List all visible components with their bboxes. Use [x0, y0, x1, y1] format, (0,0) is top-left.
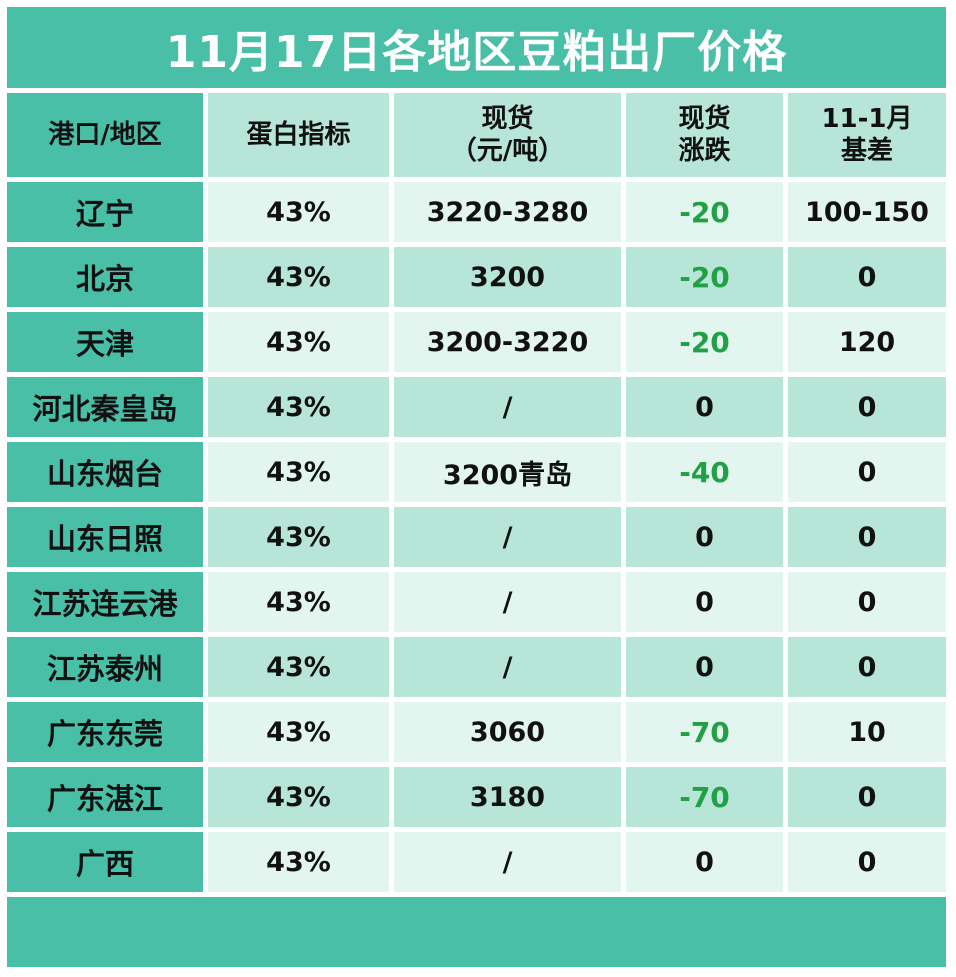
region-cell: 山东日照 — [7, 507, 203, 567]
header-row: 港口/地区 蛋白指标 现货 （元/吨） 现货 涨跌 11-1月 基差 — [7, 93, 946, 177]
header-spot: 现货 （元/吨） — [389, 93, 621, 177]
spot-price-cell: / — [389, 377, 621, 437]
price-table: 港口/地区 蛋白指标 现货 （元/吨） 现货 涨跌 11-1月 基差 辽宁 43% 322… — [7, 88, 946, 897]
price-change-cell: 0 — [621, 572, 783, 632]
basis-cell: 100-150 — [783, 182, 946, 242]
price-change-cell: 0 — [621, 377, 783, 437]
protein-cell: 43% — [203, 377, 389, 437]
basis-cell: 0 — [783, 507, 946, 567]
table-row: 江苏泰州 43%/0 0 — [7, 637, 946, 697]
table-row: 广西 43%/0 0 — [7, 832, 946, 892]
header-region: 港口/地区 — [7, 93, 203, 177]
price-change-cell: -20 — [621, 182, 783, 242]
region-cell: 山东烟台 — [7, 442, 203, 502]
basis-cell: 0 — [783, 572, 946, 632]
spot-price-cell: 3060 — [389, 702, 621, 762]
protein-cell: 43% — [203, 637, 389, 697]
protein-cell: 43% — [203, 182, 389, 242]
protein-cell: 43% — [203, 832, 389, 892]
protein-cell: 43% — [203, 247, 389, 307]
region-cell: 河北秦皇岛 — [7, 377, 203, 437]
region-cell: 江苏连云港 — [7, 572, 203, 632]
footer-band — [7, 897, 946, 967]
price-change-cell: -20 — [621, 312, 783, 372]
table-row: 天津 43% 3200-3220 -20 120 — [7, 312, 946, 372]
region-cell: 江苏泰州 — [7, 637, 203, 697]
basis-cell: 0 — [783, 377, 946, 437]
spot-price-cell: / — [389, 507, 621, 567]
region-cell: 北京 — [7, 247, 203, 307]
spot-price-cell: / — [389, 637, 621, 697]
protein-cell: 43% — [203, 312, 389, 372]
table-row: 山东日照 43%/0 0 — [7, 507, 946, 567]
basis-cell: 0 — [783, 637, 946, 697]
spot-price-cell: / — [389, 832, 621, 892]
protein-cell: 43% — [203, 507, 389, 567]
table-row: 广东东莞 43% 3060 -70 10 — [7, 702, 946, 762]
page-title: 11月17日各地区豆粕出厂价格 — [7, 7, 946, 88]
price-change-cell: 0 — [621, 832, 783, 892]
table-row: 河北秦皇岛 43%/0 0 — [7, 377, 946, 437]
region-cell: 广西 — [7, 832, 203, 892]
table-row: 山东烟台 43% 3200青岛 -40 0 — [7, 442, 946, 502]
header-protein: 蛋白指标 — [203, 93, 389, 177]
basis-cell: 0 — [783, 832, 946, 892]
table-row: 广东湛江 43% 3180 -70 0 — [7, 767, 946, 827]
price-change-cell: -40 — [621, 442, 783, 502]
basis-cell: 120 — [783, 312, 946, 372]
basis-cell: 0 — [783, 767, 946, 827]
protein-cell: 43% — [203, 572, 389, 632]
price-change-cell: 0 — [621, 507, 783, 567]
spot-price-cell: 3220-3280 — [389, 182, 621, 242]
basis-cell: 10 — [783, 702, 946, 762]
header-basis: 11-1月 基差 — [783, 93, 946, 177]
region-cell: 辽宁 — [7, 182, 203, 242]
protein-cell: 43% — [203, 702, 389, 762]
region-cell: 广东湛江 — [7, 767, 203, 827]
table-row: 江苏连云港 43%/0 0 — [7, 572, 946, 632]
price-change-cell: -70 — [621, 767, 783, 827]
price-change-cell: 0 — [621, 637, 783, 697]
price-change-cell: -20 — [621, 247, 783, 307]
table-row: 北京 43% 3200 -20 0 — [7, 247, 946, 307]
table-row: 辽宁 43% 3220-3280 -20 100-150 — [7, 182, 946, 242]
basis-cell: 0 — [783, 442, 946, 502]
spot-price-cell: 3200 — [389, 247, 621, 307]
spot-price-cell: / — [389, 572, 621, 632]
protein-cell: 43% — [203, 442, 389, 502]
header-change: 现货 涨跌 — [621, 93, 783, 177]
region-cell: 广东东莞 — [7, 702, 203, 762]
price-change-cell: -70 — [621, 702, 783, 762]
spot-price-cell: 3180 — [389, 767, 621, 827]
region-cell: 天津 — [7, 312, 203, 372]
protein-cell: 43% — [203, 767, 389, 827]
basis-cell: 0 — [783, 247, 946, 307]
spot-price-cell: 3200青岛 — [389, 442, 621, 502]
spot-price-cell: 3200-3220 — [389, 312, 621, 372]
